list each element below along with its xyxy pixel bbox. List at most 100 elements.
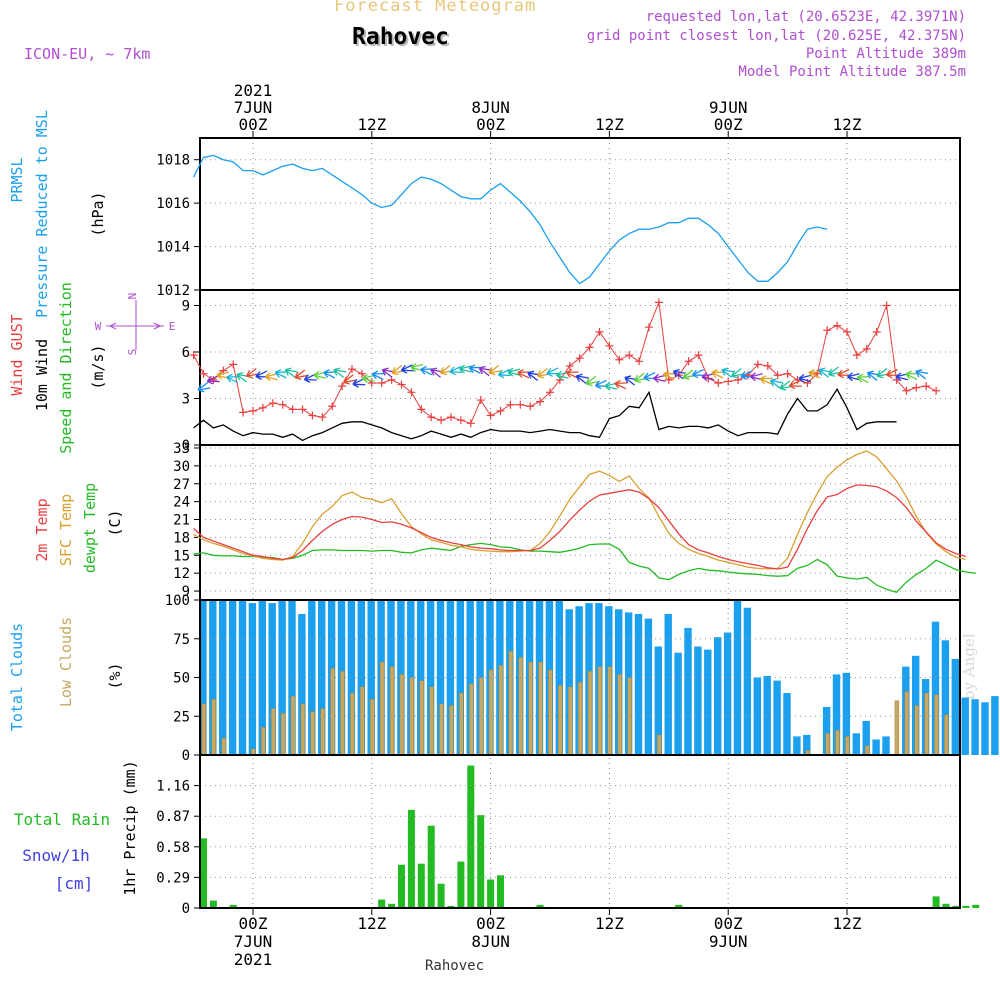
wind-arrow-shape — [856, 373, 870, 384]
wind-arrow-shape — [711, 368, 725, 379]
wind-gust-marker — [734, 375, 743, 384]
clouds-y-tick-label: 75 — [173, 632, 190, 648]
wind-arrow-shape — [352, 378, 366, 388]
wind-arrow-shape — [497, 368, 511, 379]
top-time-label: 8JUN — [471, 98, 510, 117]
wind-direction-arrow — [740, 370, 754, 380]
wind-arrow-shape — [323, 368, 337, 379]
wind-direction-arrow — [662, 370, 676, 381]
low-cloud-bar — [528, 661, 533, 756]
wind-arrow-shape — [255, 370, 269, 380]
wind-arrow-shape — [691, 368, 705, 379]
temperature-y-tick-label: 27 — [173, 477, 190, 493]
top-time-label: 00Z — [239, 115, 268, 134]
wind-direction-arrow — [430, 367, 444, 378]
rain-bar — [972, 904, 980, 908]
precip-panel-frame — [199, 754, 961, 909]
total-cloud-bar — [219, 600, 227, 755]
wind-arrow-shape — [672, 369, 686, 380]
wind-arrow-shape — [847, 372, 860, 382]
wind-direction-arrow — [876, 368, 890, 379]
wind-direction-arrow — [323, 368, 337, 379]
top-time-label: 12Z — [357, 115, 386, 134]
wind-direction-arrow — [342, 374, 356, 385]
low-cloud-bar — [865, 745, 870, 756]
wind-direction-arrow — [265, 372, 278, 382]
rain-bar — [407, 809, 415, 908]
wind-gust-marker — [397, 380, 406, 389]
bottom-time-label: 12Z — [357, 914, 386, 933]
wind-y-tick-label: 6 — [182, 345, 190, 361]
low-cloud-bar — [607, 666, 612, 756]
wind-direction-arrow — [333, 367, 347, 378]
low-cloud-bar — [577, 681, 583, 756]
total-cloud-bar — [951, 658, 959, 755]
wind-direction-arrow — [653, 373, 666, 383]
wind-direction-arrow — [352, 378, 366, 388]
temperature-y-tick-label: 12 — [173, 566, 190, 582]
wind-arrow-shape — [866, 370, 880, 381]
low-cloud-bar — [498, 664, 504, 756]
wind-direction-arrow — [517, 368, 531, 379]
temperature-y-tick-label: 33 — [173, 441, 190, 457]
top-time-label: 9JUN — [709, 98, 748, 117]
wind-arrow-shape — [750, 372, 763, 382]
compass-s: S — [126, 349, 139, 356]
model-label: ICON-EU, ~ 7km — [24, 45, 151, 63]
total-cloud-bar — [832, 674, 841, 755]
low-cloud-bar — [478, 677, 484, 756]
wind-gust-marker — [288, 405, 297, 414]
low-cloud-bar — [914, 705, 919, 756]
bottom-time-label: 8JUN — [471, 932, 510, 951]
temperature-line — [193, 450, 966, 570]
bottom-time-label: 00Z — [476, 914, 505, 933]
wind-gust-marker — [268, 399, 277, 408]
snow-label: Snow/1h — [22, 846, 89, 865]
temperature-y-tick-label: 24 — [173, 495, 190, 511]
precip-y-tick-label: 0.87 — [156, 809, 190, 825]
total-cloud-bar — [209, 600, 217, 755]
temperature-unit: (C) — [106, 509, 124, 536]
rain-bar — [952, 905, 960, 908]
temperature-y-tick-label: 9 — [182, 584, 190, 600]
wind-y-tick-label: 9 — [182, 299, 190, 315]
wind-direction-arrow — [701, 372, 715, 382]
requested-coords: requested lon,lat (20.6523E, 42.3971N) — [645, 9, 966, 25]
bottom-time-label: 12Z — [833, 914, 862, 933]
low-cloud-bar — [280, 712, 286, 756]
wind-gust-marker — [902, 386, 911, 395]
rain-bar — [942, 903, 950, 908]
low-cloud-bar — [261, 726, 266, 756]
low-cloud-bar — [924, 692, 929, 756]
low-cloud-bar — [330, 668, 335, 756]
low-cloud-bar — [449, 705, 454, 756]
rain-bar — [209, 900, 217, 908]
wind-direction-arrow — [284, 367, 298, 378]
compass-n: N — [126, 293, 139, 300]
wind-gust-marker — [546, 388, 554, 397]
clouds-y-tick-label: 50 — [173, 671, 190, 687]
wind-gust-marker — [407, 388, 416, 397]
wind-arrow-shape — [769, 378, 783, 389]
wind-gust-marker — [229, 360, 238, 369]
low-cloud-bar — [221, 737, 226, 756]
wind-gust-marker — [357, 369, 366, 378]
wind-direction-arrow — [497, 368, 511, 379]
total-cloud-bar — [238, 600, 247, 755]
wind-gust-marker — [645, 323, 653, 332]
wind-gust-marker — [872, 327, 881, 336]
total-cloud-bar — [733, 600, 742, 755]
total-cloud-bar — [981, 702, 989, 755]
wind-gust-marker — [912, 383, 921, 392]
pressure-label-prmsl: PRMSL — [8, 157, 26, 202]
bottom-time-label: 00Z — [239, 914, 268, 933]
wind-direction-arrow — [895, 372, 909, 382]
wind-gust-marker — [417, 405, 426, 414]
wind-direction-arrow — [507, 367, 521, 377]
wind-direction-arrow — [527, 370, 541, 381]
wind-arrow-shape — [206, 375, 220, 385]
wind-arrow-shape — [662, 370, 676, 381]
wind-gust-marker — [763, 361, 772, 370]
total-cloud-bar — [575, 606, 583, 755]
total-cloud-bar — [644, 618, 653, 755]
